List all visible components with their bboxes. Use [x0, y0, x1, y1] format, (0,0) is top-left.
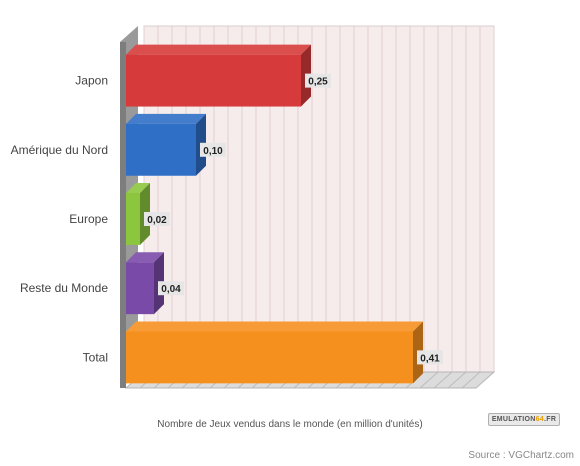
svg-text:0,02: 0,02: [147, 215, 167, 226]
watermark-logo: EMULATION64.FR: [488, 413, 560, 426]
bar-total: [126, 321, 423, 384]
value-label: 0,10: [200, 142, 226, 157]
category-label: Amérique du Nord: [11, 143, 108, 157]
value-labels: 0,25 0,10 0,02 0,04 0,41: [144, 73, 443, 365]
value-label: 0,25: [305, 73, 331, 88]
category-labels: Japon Amérique du Nord Europe Reste du Mond…: [11, 74, 109, 365]
value-label: 0,02: [144, 212, 170, 226]
value-label: 0,41: [417, 350, 443, 365]
category-label: Japon: [75, 74, 108, 88]
svg-text:0,41: 0,41: [420, 353, 440, 364]
svg-text:0,04: 0,04: [161, 284, 181, 295]
category-label: Total: [83, 350, 108, 364]
bar-japon: [126, 44, 311, 107]
bar-am-rique-du-nord: [126, 113, 206, 176]
category-label: Reste du Monde: [20, 281, 108, 295]
value-label: 0,04: [158, 281, 184, 296]
svg-text:0,25: 0,25: [308, 77, 328, 88]
svg-text:0,10: 0,10: [203, 146, 223, 157]
x-axis-title: Nombre de Jeux vendus dans le monde (en …: [157, 419, 423, 430]
chart-bars: [126, 44, 423, 384]
bar-reste-du-monde: [126, 252, 164, 315]
category-label: Europe: [69, 212, 108, 226]
source-credit: Source : VGChartz.com: [468, 450, 574, 461]
